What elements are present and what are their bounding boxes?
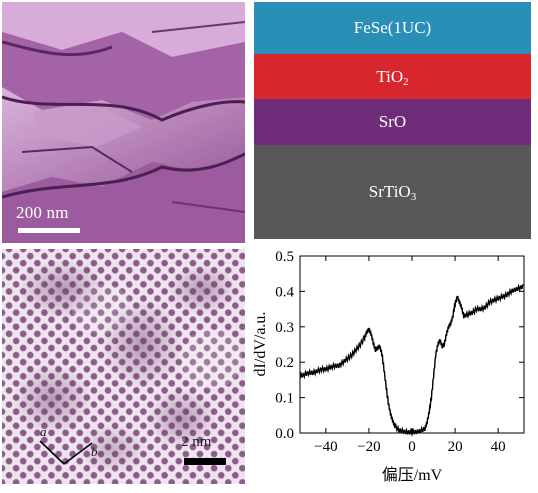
y-tick-label: 0.5 xyxy=(275,249,294,265)
scale-label: 200 nm xyxy=(16,203,69,222)
layer-tio2: TiO 2 xyxy=(254,54,531,99)
atomic-lattice-image xyxy=(2,249,245,484)
y-tick-label: 0.0 xyxy=(275,426,294,442)
lattice-vector-b xyxy=(63,442,93,465)
plot-frame xyxy=(299,255,525,434)
layer-label: SrO xyxy=(378,112,407,131)
y-axis-title: dI/dV/a.u. xyxy=(252,312,269,377)
layer-label: TiO xyxy=(376,66,404,86)
y-tick-label: 0.3 xyxy=(275,320,294,336)
chart-svg: −40 −20 0 20 40 0.0 0.1 0.2 0.3 0.4 0.5 偏压/mV dI/d… xyxy=(252,249,525,484)
layer-srtio3: SrTiO 3 xyxy=(254,145,531,239)
lattice-label-a: a xyxy=(40,424,47,439)
lattice-label-b: b xyxy=(91,444,98,459)
layer-fese: FeSe(1UC) xyxy=(254,2,531,54)
x-tick-label: −40 xyxy=(314,439,337,455)
y-tick-label: 0.4 xyxy=(275,284,294,300)
lattice-vector-a xyxy=(39,440,65,465)
layer-subscript: 3 xyxy=(410,191,417,203)
afm-topography-image xyxy=(2,2,245,243)
x-tick-label: −20 xyxy=(357,439,380,455)
didv-spectrum-chart: −40 −20 0 20 40 0.0 0.1 0.2 0.3 0.4 0.5 偏压/mV dI/d… xyxy=(244,244,538,488)
layer-sro: SrO xyxy=(254,99,531,145)
scale-bar xyxy=(184,458,226,465)
layer-stack-diagram: FeSe(1UC) TiO 2 SrO SrTiO 3 xyxy=(254,2,531,239)
x-tick-label: 0 xyxy=(408,439,416,455)
scale-label: 2 nm xyxy=(181,434,212,450)
y-tick-label: 0.1 xyxy=(275,391,294,407)
scale-bar xyxy=(18,228,80,233)
y-tick-label: 0.2 xyxy=(275,355,294,371)
x-axis-title: 偏压/mV xyxy=(382,466,443,484)
layer-subscript: 2 xyxy=(403,75,409,88)
layer-label: SrTiO xyxy=(368,182,411,201)
x-tick-label: 40 xyxy=(491,439,506,455)
x-tick-label: 20 xyxy=(448,439,463,455)
layer-label: FeSe(1UC) xyxy=(353,18,432,37)
series-line xyxy=(299,283,524,438)
